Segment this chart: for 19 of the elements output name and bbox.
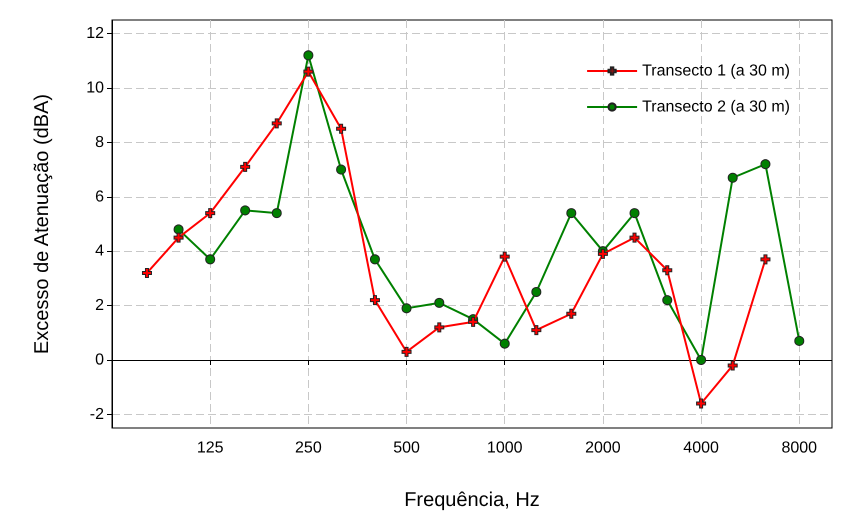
y-tick-label: -2 <box>90 406 104 423</box>
x-tick-label: 500 <box>393 440 420 456</box>
x-tick-label: 250 <box>295 440 322 456</box>
x-tick-label: 2000 <box>585 440 621 456</box>
legend-label: Transecto 1 (a 30 m) <box>642 62 790 80</box>
x-tick-label: 4000 <box>683 440 719 456</box>
x-axis-title: Frequência, Hz <box>404 489 540 511</box>
x-tick-label: 1000 <box>486 440 523 456</box>
x-tick-label: 125 <box>196 440 224 456</box>
y-axis-title: Excesso de Atenuação (dBA) <box>31 94 53 354</box>
y-tick-label: 0 <box>95 352 104 368</box>
x-tick-label: 8000 <box>781 440 818 456</box>
y-tick-label: 6 <box>95 188 104 206</box>
y-tick-label: 12 <box>86 25 104 42</box>
legend-label: Transecto 2 (a 30 m) <box>642 98 790 116</box>
y-tick-label: 4 <box>95 242 104 260</box>
y-tick-label: 8 <box>95 134 104 151</box>
y-tick-label: 10 <box>86 80 104 96</box>
y-tick-label: 2 <box>95 297 104 314</box>
